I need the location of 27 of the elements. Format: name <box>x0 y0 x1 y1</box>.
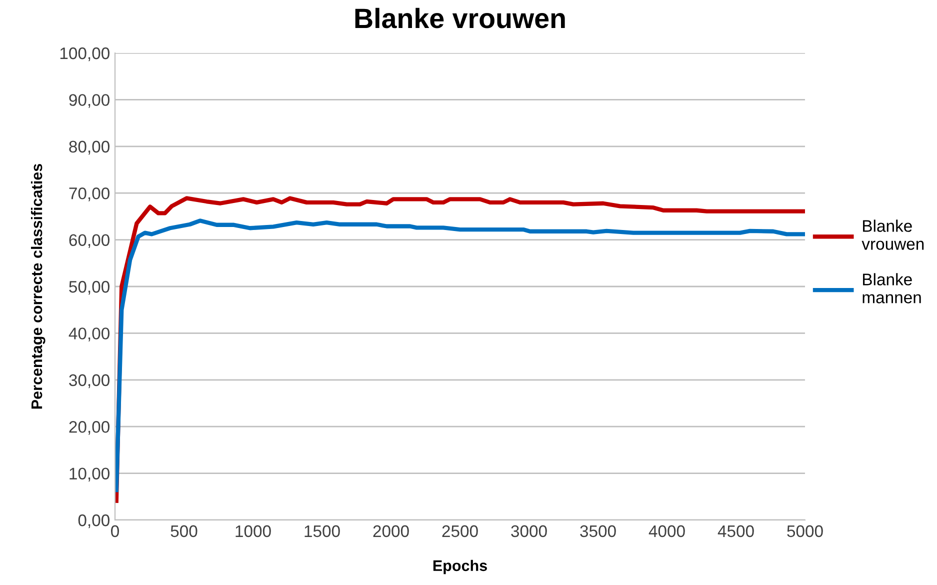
x-tick-label: 500 <box>170 525 198 538</box>
x-tick-label: 1000 <box>236 525 271 538</box>
legend-label: Blanke vrouwen <box>862 220 924 250</box>
x-tick-label: 4500 <box>718 525 754 538</box>
y-tick-label: 10,00 <box>70 468 110 482</box>
chart-title: Blanke vrouwen <box>355 8 565 28</box>
y-tick-label: 80,00 <box>69 140 110 155</box>
y-axis-title: Percentage correcte classificaties <box>30 164 46 409</box>
y-tick-label: 90,00 <box>69 94 110 108</box>
x-tick-label: 1500 <box>304 525 340 538</box>
y-tick-label: 40,00 <box>68 328 110 342</box>
x-tick-label: 5000 <box>787 525 823 538</box>
x-tick-label: 2000 <box>373 525 409 538</box>
x-tick-label: 3000 <box>511 525 547 538</box>
x-axis-title: Epochs <box>433 560 487 574</box>
y-tick-label: 30,00 <box>69 374 110 388</box>
x-tick-label: 2500 <box>442 525 478 538</box>
y-tick-label: 70,00 <box>69 188 110 202</box>
legend-label: Blanke mannen <box>862 273 921 304</box>
y-tick-label: 60,00 <box>69 234 110 248</box>
x-tick-label: 0 <box>111 525 119 538</box>
y-tick-label: 50,00 <box>69 280 110 295</box>
x-tick-label: 3500 <box>580 525 616 538</box>
y-tick-label: 20,00 <box>69 421 110 435</box>
y-tick-label: 0,00 <box>78 514 110 528</box>
y-tick-label: 100,00 <box>60 47 110 62</box>
x-tick-label: 4000 <box>648 525 685 538</box>
